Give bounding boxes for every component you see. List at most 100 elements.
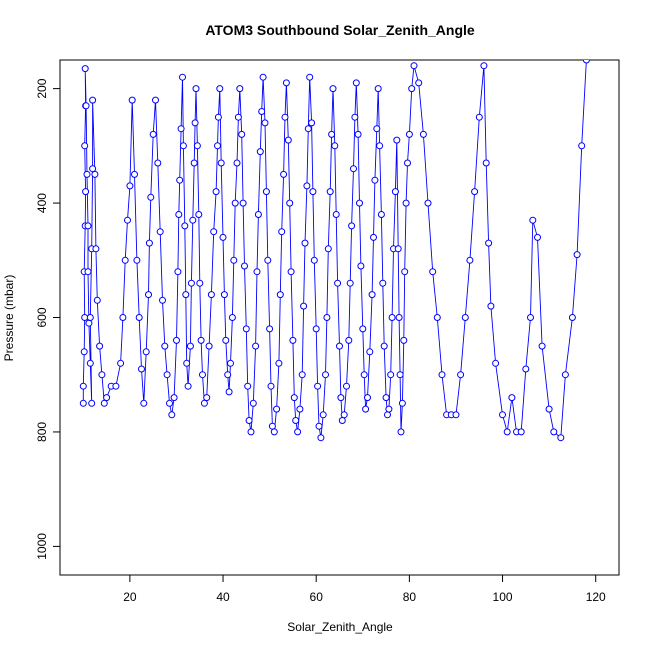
data-point	[280, 170, 288, 178]
data-point	[348, 222, 356, 230]
data-point	[289, 336, 297, 344]
data-point	[79, 399, 87, 407]
data-point	[166, 399, 173, 407]
data-point	[93, 296, 101, 304]
data-point	[192, 85, 200, 93]
data-point	[262, 188, 270, 196]
data-point	[281, 113, 289, 121]
data-point	[81, 65, 89, 73]
data-point	[183, 359, 191, 367]
data-point	[315, 422, 323, 430]
data-point	[309, 188, 317, 196]
data-point	[210, 228, 218, 236]
data-point	[328, 130, 336, 138]
data-point	[394, 245, 402, 253]
y-tick-label: 800	[35, 422, 49, 442]
data-point	[179, 73, 186, 81]
data-point	[338, 417, 346, 424]
data-point	[466, 256, 474, 264]
data-point	[286, 199, 294, 207]
y-tick-label: 600	[35, 307, 49, 327]
data-point	[234, 113, 242, 121]
x-tick-label: 80	[403, 590, 417, 604]
data-point	[228, 314, 236, 321]
data-point	[424, 199, 432, 207]
data-point	[149, 130, 157, 138]
data-point	[81, 142, 89, 150]
data-point	[306, 73, 314, 81]
data-point	[142, 348, 150, 356]
data-point	[145, 291, 152, 299]
data-point	[98, 371, 106, 379]
data-point	[317, 434, 325, 442]
data-point	[191, 119, 199, 127]
data-point	[545, 405, 553, 413]
data-point	[205, 342, 213, 350]
x-tick-label: 60	[310, 590, 324, 604]
data-point	[112, 382, 120, 390]
data-point	[350, 165, 357, 173]
data-point	[254, 211, 262, 218]
data-point	[482, 159, 490, 167]
data-point	[196, 279, 204, 287]
data-point	[395, 314, 403, 321]
y-tick-label: 200	[35, 78, 49, 98]
series-line	[82, 60, 587, 439]
data-point	[266, 325, 274, 333]
data-point	[485, 239, 493, 247]
data-point	[199, 371, 206, 379]
data-point	[268, 422, 276, 430]
data-point	[298, 371, 306, 379]
data-point	[203, 394, 211, 402]
data-point	[561, 371, 569, 379]
x-axis-label: Solar_Zenith_Angle	[287, 620, 393, 634]
data-point	[324, 245, 332, 253]
data-point	[173, 336, 180, 344]
data-point	[377, 211, 385, 218]
data-point	[400, 336, 408, 344]
data-point	[357, 262, 365, 270]
data-point	[301, 239, 309, 247]
data-point	[351, 113, 359, 121]
data-point	[346, 279, 354, 287]
data-point	[408, 85, 416, 93]
data-point	[374, 85, 382, 93]
data-point	[152, 96, 159, 104]
data-point	[86, 359, 94, 367]
chart-title: ATOM3 Southbound Solar_Zenith_Angle	[205, 22, 475, 38]
data-point	[252, 342, 260, 350]
data-point	[200, 399, 208, 407]
data-point	[371, 176, 379, 184]
data-point	[522, 365, 530, 373]
data-point	[176, 176, 184, 184]
data-point	[300, 302, 308, 310]
data-point	[360, 371, 368, 379]
data-point	[319, 411, 327, 419]
data-point	[242, 325, 250, 333]
data-point	[538, 342, 546, 350]
data-point	[86, 314, 94, 321]
data-point	[480, 62, 488, 70]
data-point	[304, 125, 312, 133]
data-point	[429, 268, 437, 276]
data-point	[195, 211, 203, 218]
data-point	[314, 382, 322, 390]
data-point	[88, 399, 96, 407]
data-point	[258, 108, 266, 115]
data-point	[193, 142, 201, 150]
data-point	[126, 182, 134, 190]
data-point	[145, 239, 153, 247]
data-point	[224, 371, 232, 379]
data-point	[457, 371, 465, 379]
data-point	[419, 130, 427, 138]
data-point	[499, 411, 506, 419]
data-point	[187, 279, 195, 287]
data-point	[121, 256, 129, 264]
data-point	[370, 233, 377, 241]
data-point	[582, 60, 590, 64]
data-point	[415, 79, 423, 87]
data-point	[230, 256, 238, 264]
data-point	[241, 262, 248, 270]
data-point	[336, 342, 343, 350]
data-point	[529, 216, 537, 224]
